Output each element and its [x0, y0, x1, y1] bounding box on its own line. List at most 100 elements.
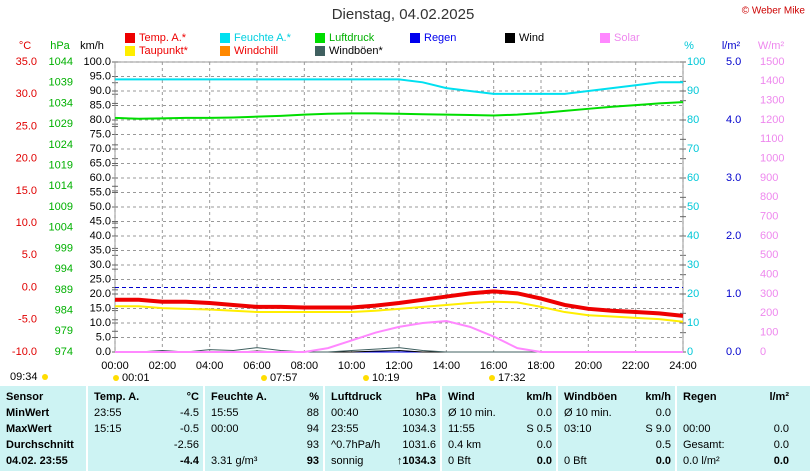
cell-text: 00:00 [211, 423, 239, 435]
y-tick-label: 200 [760, 307, 778, 319]
cell-text: Ø 10 min. [564, 407, 612, 419]
axis-unit: km/h [80, 40, 104, 52]
y-tick-label: 1500 [760, 56, 784, 68]
y-tick-label: 1300 [760, 95, 784, 107]
cell-value: 0.0 [536, 407, 552, 419]
y-tick-label: 2.0 [726, 230, 741, 242]
sun-moon-icon [113, 375, 119, 381]
y-tick-label: 50.0 [90, 201, 111, 213]
y-tick-label: 1019 [49, 159, 73, 171]
axis-unit: W/m² [758, 40, 785, 52]
y-tick-label: 1.0 [726, 288, 741, 300]
column-unit: l/m² [769, 391, 789, 403]
cell-value: 0.0 [773, 439, 789, 451]
y-tick-label: 4.0 [726, 114, 741, 126]
row-label: Durchschnitt [6, 439, 74, 451]
annotation: 00:01 [122, 372, 150, 384]
y-tick-label: 600 [760, 230, 778, 242]
legend-label: Windchill [234, 45, 278, 57]
cell-value: 0.0 [536, 439, 552, 451]
y-tick-label: 35.0 [16, 56, 37, 68]
series-line [115, 78, 683, 95]
y-tick-label: 5.0 [96, 331, 111, 343]
legend-swatch [410, 33, 420, 43]
column-header: Windböen [564, 391, 618, 403]
x-tick-label: 24:00 [669, 360, 697, 372]
x-tick-label: 02:00 [149, 360, 177, 372]
column-header: Sensor [6, 391, 44, 403]
legend-swatch [125, 33, 135, 43]
y-tick-label: 974 [55, 346, 73, 358]
cell-text: Gesamt: [683, 439, 725, 451]
cell-text: Ø 10 min. [448, 407, 496, 419]
y-tick-label: 1044 [49, 56, 73, 68]
y-tick-label: 85.0 [90, 99, 111, 111]
series-line [115, 320, 683, 353]
y-tick-label: 1024 [49, 139, 73, 151]
y-tick-label: 75.0 [90, 128, 111, 140]
y-tick-label: -10.0 [12, 346, 37, 358]
column-header: Feuchte A. [211, 391, 267, 403]
y-tick-label: 989 [55, 284, 73, 296]
row-label: 04.02. 23:55 [6, 455, 68, 467]
column-separator [323, 386, 325, 471]
cell-text: 00:40 [331, 407, 359, 419]
legend-swatch [315, 46, 325, 56]
y-tick-label: 1039 [49, 77, 73, 89]
y-tick-label: 300 [760, 288, 778, 300]
y-tick-label: 90.0 [90, 85, 111, 97]
y-tick-label: 1009 [49, 201, 73, 213]
cell-text: 03:10 [564, 423, 592, 435]
legend-label: Regen [424, 32, 456, 44]
y-tick-label: 30.0 [16, 88, 37, 100]
y-tick-label: 0.0 [96, 346, 111, 358]
series-line [114, 101, 684, 120]
column-separator [440, 386, 442, 471]
cell-value: -0.5 [180, 423, 199, 435]
y-tick-label: 40 [687, 230, 699, 242]
column-separator [556, 386, 558, 471]
y-tick-label: 90 [687, 85, 699, 97]
y-tick-label: -5.0 [18, 314, 37, 326]
annotation: 17:32 [498, 372, 526, 384]
y-tick-label: 25.0 [90, 273, 111, 285]
chart-title: Dienstag, 04.02.2025 [332, 6, 475, 23]
y-tick-label: 20.0 [90, 288, 111, 300]
legend-swatch [600, 33, 610, 43]
x-tick-label: 04:00 [196, 360, 224, 372]
cell-text: 11:55 [448, 423, 475, 435]
y-tick-label: 900 [760, 172, 778, 184]
y-tick-label: 45.0 [90, 215, 111, 227]
cell-text: ^0.7hPa/h [331, 439, 381, 451]
annotation: 07:57 [270, 372, 298, 384]
cell-value: 0.0 [655, 407, 671, 419]
y-tick-label: 0 [760, 346, 766, 358]
y-tick-label: 5.0 [726, 56, 741, 68]
legend-swatch [125, 46, 135, 56]
column-header: Regen [683, 391, 717, 403]
y-tick-label: 20.0 [16, 153, 37, 165]
y-tick-label: 15.0 [16, 185, 37, 197]
y-tick-label: 500 [760, 249, 778, 261]
column-unit: km/h [526, 391, 552, 403]
cell-text: 23:55 [94, 407, 122, 419]
y-tick-label: 994 [55, 263, 73, 275]
y-tick-label: 0.0 [22, 281, 37, 293]
cell-value: S 9.0 [645, 423, 671, 435]
y-tick-label: 25.0 [16, 120, 37, 132]
series-line [115, 289, 684, 318]
y-tick-label: 60.0 [90, 172, 111, 184]
y-tick-label: 80.0 [90, 114, 111, 126]
cell-text: 0 Bft [564, 455, 587, 467]
y-tick-label: 0.0 [726, 346, 741, 358]
cell-text: sonnig [331, 455, 364, 467]
y-tick-label: 1029 [49, 118, 73, 130]
y-tick-label: 1004 [49, 222, 73, 234]
x-tick-label: 22:00 [622, 360, 650, 372]
series-line [115, 300, 684, 323]
legend-label: Taupunkt* [139, 45, 189, 57]
x-tick-label: 18:00 [527, 360, 555, 372]
y-tick-label: 100 [760, 327, 778, 339]
cell-value: S 0.5 [526, 423, 552, 435]
